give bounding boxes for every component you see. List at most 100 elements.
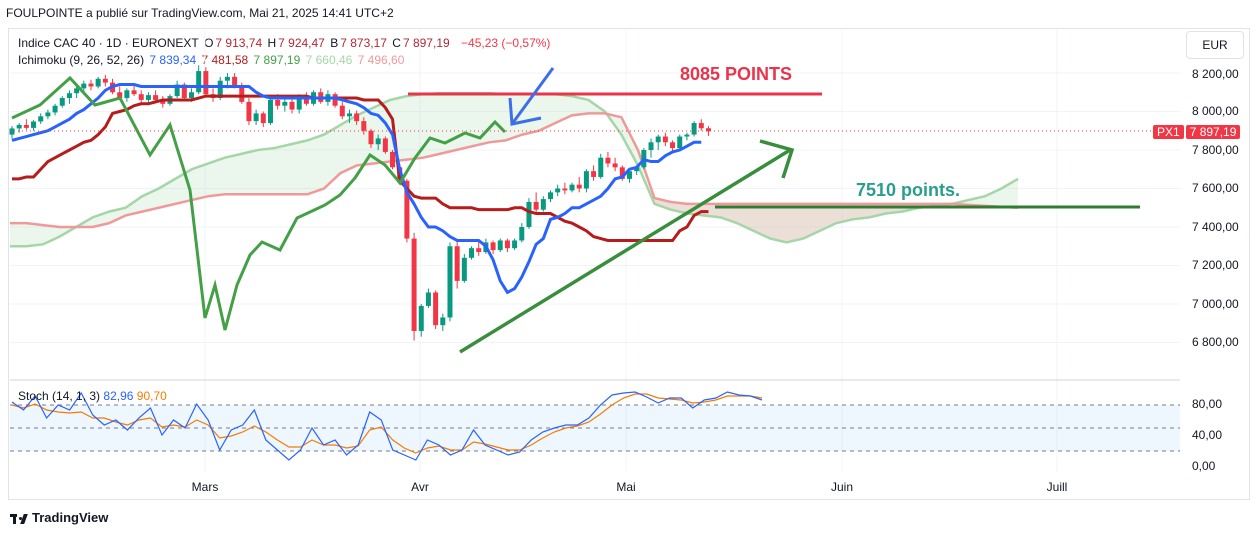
candle-body	[670, 142, 676, 149]
high-key: H	[267, 36, 277, 50]
ichimoku-tenkan-line	[11, 83, 702, 295]
candle-body	[361, 121, 367, 131]
candle-body	[655, 136, 661, 143]
x-tick: Avr	[411, 480, 429, 494]
stoch-tick: 0,00	[1192, 459, 1216, 473]
y-tick: 7 200,00	[1192, 258, 1239, 272]
candle-body	[469, 248, 475, 258]
candle-body	[612, 163, 618, 168]
tradingview-label: TradingView	[32, 510, 109, 525]
candle-body	[303, 98, 309, 104]
candle-body	[648, 142, 654, 150]
candle-body	[246, 101, 252, 122]
candle-body	[9, 128, 15, 135]
candle-body	[698, 123, 704, 129]
candle-body	[354, 113, 360, 122]
candle-body	[102, 78, 108, 83]
ichimoku-tenkan-value: 7 839,34	[149, 53, 197, 67]
candle-body	[548, 192, 553, 200]
candle-body	[232, 76, 238, 87]
candle-body	[447, 246, 453, 318]
candle-body	[591, 171, 597, 177]
candle-body	[253, 113, 259, 122]
stoch-d-value: 90,70	[136, 389, 167, 403]
x-tick: Mai	[616, 480, 636, 494]
candle-body	[461, 257, 467, 281]
candle-body	[404, 180, 410, 239]
candle-body	[332, 94, 338, 106]
candle-body	[368, 130, 374, 145]
candle-body	[662, 136, 668, 143]
ichimoku-spana-value: 7 660,46	[305, 53, 353, 67]
tradingview-logo-icon	[10, 513, 28, 524]
legend-row-ichimoku[interactable]: Ichimoku (9, 26, 52, 26) 7 839,34 7 481,…	[18, 53, 406, 67]
candle-body	[562, 188, 568, 191]
candle-body	[95, 78, 101, 87]
candle-body	[411, 238, 417, 331]
chart-frame	[8, 28, 1250, 500]
x-tick: Juin	[830, 480, 854, 494]
candle-body	[519, 227, 525, 241]
candle-body	[605, 157, 611, 164]
price-tag: PX1 7 897,19	[1153, 124, 1241, 140]
candle-body	[569, 184, 575, 191]
candle-body	[145, 95, 151, 100]
ichimoku-chikou-line	[11, 75, 507, 331]
close-value: 7 897,19	[402, 36, 450, 50]
candle-body	[52, 105, 58, 113]
stoch-legend[interactable]: Stoch (14, 1, 3) 82,96 90,70	[18, 389, 167, 403]
candle-body	[418, 305, 424, 331]
candle-body	[476, 248, 482, 253]
candle-body	[282, 101, 288, 106]
candle-body	[153, 95, 159, 100]
candle-body	[289, 101, 295, 110]
candle-body	[691, 123, 697, 135]
candle-body	[526, 201, 532, 227]
candle-body	[504, 240, 510, 249]
candle-body	[540, 199, 546, 210]
candle-body	[440, 317, 446, 326]
stoch-label: Stoch (14, 1, 3)	[18, 389, 101, 403]
candle-body	[275, 99, 281, 106]
candle-body	[189, 92, 194, 99]
candle-body	[454, 246, 460, 281]
candle-body	[224, 76, 230, 81]
candle-body	[267, 99, 273, 124]
candle-body	[626, 171, 632, 179]
candle-body	[260, 113, 266, 124]
candle-body	[160, 99, 166, 104]
candle-body	[634, 167, 640, 172]
y-tick: 8 200,00	[1192, 67, 1239, 81]
candle-body	[74, 88, 80, 94]
x-tick: Juill	[1046, 480, 1068, 494]
candle-body	[239, 86, 245, 102]
tradingview-brand[interactable]: TradingView	[10, 510, 108, 525]
candle-body	[66, 93, 72, 99]
stoch-tick: 40,00	[1192, 428, 1223, 442]
currency-button[interactable]: EUR	[1186, 31, 1244, 59]
candle-body	[23, 124, 29, 128]
annotation-7510: 7510 points.	[856, 180, 961, 200]
y-tick: 7 000,00	[1192, 297, 1239, 311]
blue-arrow-shaft	[510, 67, 555, 125]
ichimoku-spanb-value: 7 496,60	[357, 53, 405, 67]
candle-body	[677, 136, 683, 149]
y-tick: 7 800,00	[1192, 143, 1239, 157]
candle-body	[533, 201, 539, 210]
candle-body	[684, 134, 690, 137]
candle-body	[583, 171, 589, 189]
change-value: −45,23 (−0,57%)	[461, 36, 551, 50]
candle-body	[203, 71, 209, 95]
ichimoku-cloud	[10, 93, 1018, 247]
candle-body	[382, 138, 388, 152]
candle-body	[124, 90, 130, 99]
candle-body	[705, 128, 711, 132]
candle-body	[181, 84, 187, 99]
candle-body	[490, 242, 496, 251]
candle-body	[59, 98, 65, 106]
low-key: B	[330, 36, 339, 50]
stoch-k-line	[11, 391, 763, 461]
page-header: FOULPOINTE a publié sur TradingView.com,…	[6, 6, 394, 20]
ichimoku-span-b-line	[10, 112, 1019, 229]
